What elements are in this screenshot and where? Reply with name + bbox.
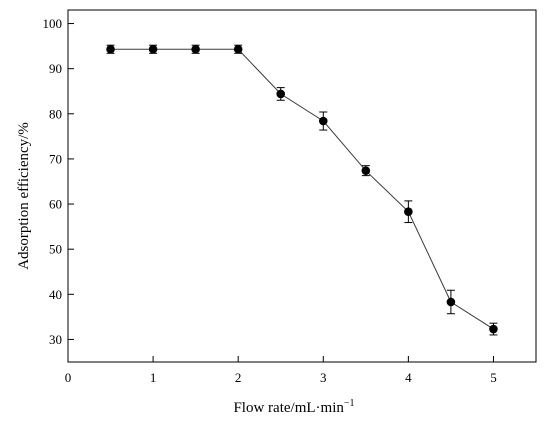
data-point — [361, 166, 371, 175]
y-tick-label: 50 — [49, 242, 62, 257]
error-bars — [106, 44, 498, 336]
data-point — [233, 44, 243, 54]
x-tick-label: 1 — [150, 370, 157, 385]
y-tick-label: 70 — [49, 151, 62, 166]
data-point — [489, 324, 498, 334]
x-axis-label: Flow rate/mL·min−1 — [233, 398, 354, 416]
data-point — [191, 44, 200, 54]
x-tick-label: 3 — [320, 370, 327, 385]
series-line — [110, 48, 494, 330]
y-tick-label: 40 — [49, 287, 62, 302]
y-tick-label: 100 — [43, 16, 63, 31]
plot-border — [67, 9, 537, 363]
data-point — [446, 297, 456, 307]
x-axis: 0 1 2 3 4 5 — [65, 356, 497, 385]
x-tick-label: 4 — [405, 370, 412, 385]
x-tick-label: 0 — [65, 370, 72, 385]
y-tick-label: 90 — [49, 61, 62, 76]
y-tick-label: 80 — [49, 106, 62, 121]
data-markers — [106, 44, 498, 334]
x-tick-label: 2 — [235, 370, 242, 385]
data-point — [148, 44, 158, 54]
y-tick-label: 30 — [49, 332, 62, 347]
data-point — [318, 116, 328, 126]
series-polyline — [110, 48, 494, 330]
data-point — [404, 207, 413, 217]
data-point — [276, 89, 286, 99]
x-tick-label: 5 — [490, 370, 497, 385]
y-tick-label: 60 — [49, 197, 62, 212]
data-point — [106, 44, 115, 54]
y-axis: 30 40 50 60 70 80 90 100 — [43, 16, 74, 347]
plot-frame — [67, 9, 537, 363]
y-axis-label: Adsorption efficiency/% — [16, 122, 32, 270]
